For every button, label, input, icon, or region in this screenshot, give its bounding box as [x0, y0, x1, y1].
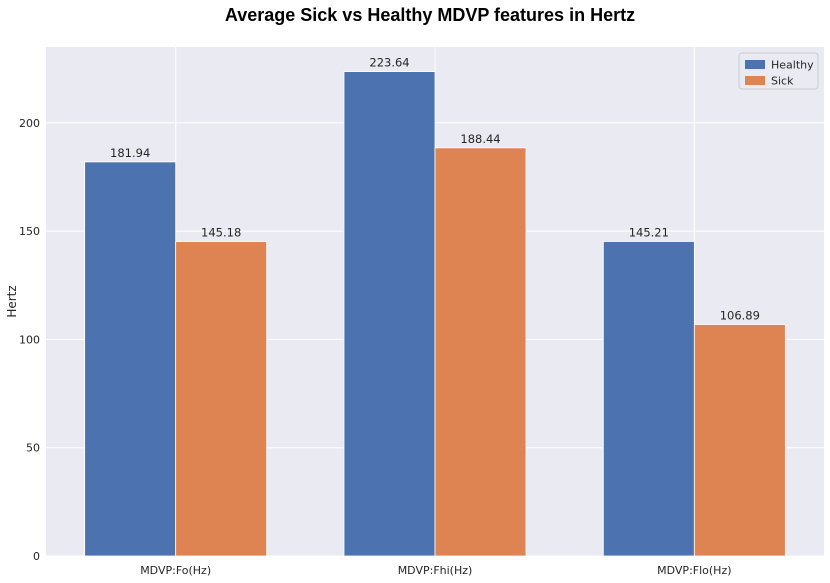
bar-sick — [434, 147, 527, 557]
bars-group — [84, 71, 786, 557]
legend-swatch-sick — [745, 76, 765, 85]
legend-swatch-healthy — [745, 60, 765, 69]
data-label: 145.21 — [629, 225, 669, 239]
y-tick-label: 0 — [33, 550, 40, 563]
legend-label: Sick — [771, 75, 794, 88]
data-label: 145.18 — [201, 226, 241, 240]
y-tick-label: 50 — [26, 442, 40, 455]
y-tick-label: 150 — [19, 225, 40, 238]
data-label: 223.64 — [369, 56, 409, 70]
data-label: 188.44 — [460, 132, 500, 146]
y-axis-ticks: 0 50 100 150 200 — [19, 117, 40, 563]
data-labels-group: 181.94 223.64 145.21 145.18 188.44 106.89 — [110, 56, 760, 323]
x-axis-ticks: MDVP:Fo(Hz) MDVP:Fhi(Hz) MDVP:Flo(Hz) — [140, 564, 731, 577]
bar-sick — [175, 241, 268, 557]
bar-healthy — [84, 161, 177, 557]
y-axis-label: Hertz — [5, 285, 19, 317]
legend: Healthy Sick — [738, 52, 819, 90]
x-tick-label: MDVP:Flo(Hz) — [657, 564, 731, 577]
bar-healthy — [602, 241, 695, 557]
legend-label: Healthy — [771, 59, 814, 72]
chart-title: Average Sick vs Healthy MDVP features in… — [225, 5, 635, 25]
bar-sick — [693, 324, 786, 557]
bar-healthy — [343, 71, 436, 557]
x-tick-label: MDVP:Fo(Hz) — [140, 564, 211, 577]
data-label: 181.94 — [110, 146, 150, 160]
x-tick-label: MDVP:Fhi(Hz) — [398, 564, 473, 577]
y-tick-label: 200 — [19, 117, 40, 130]
y-tick-label: 100 — [19, 333, 40, 346]
data-label: 106.89 — [720, 308, 760, 322]
